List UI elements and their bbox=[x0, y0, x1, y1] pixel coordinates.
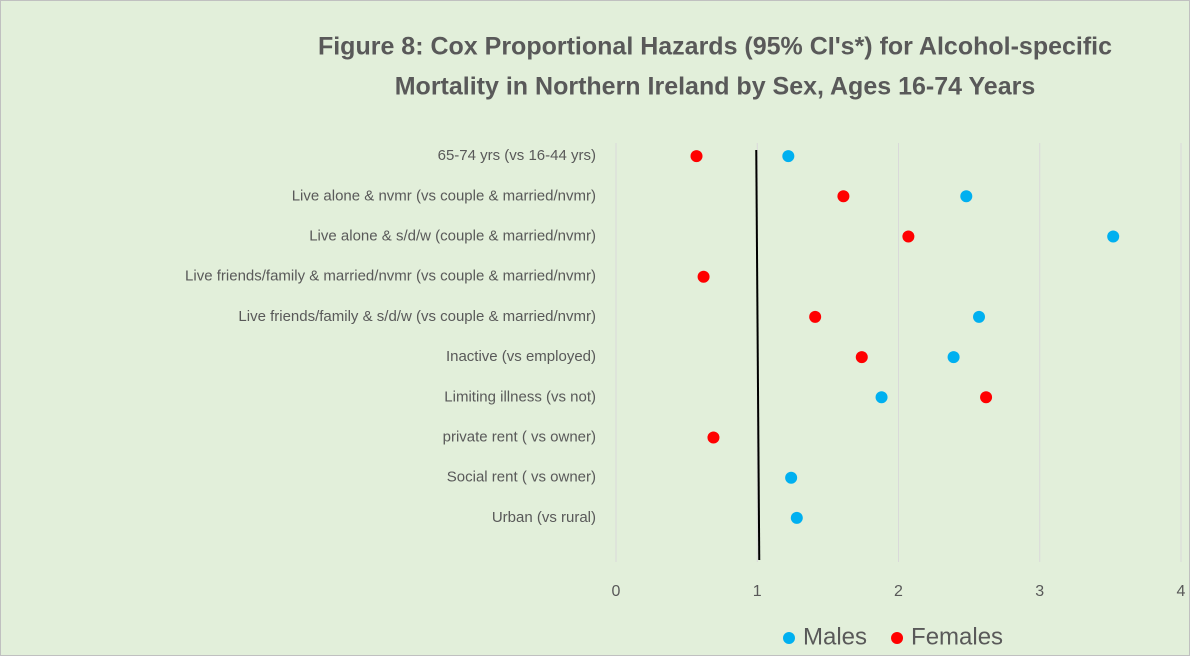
y-tick-label: Inactive (vs employed) bbox=[446, 348, 596, 365]
y-tick-label: Limiting illness (vs not) bbox=[444, 388, 596, 405]
dot bbox=[790, 511, 803, 524]
dot bbox=[707, 431, 720, 444]
dot bbox=[855, 351, 868, 364]
y-tick-label: Social rent ( vs owner) bbox=[447, 469, 596, 486]
y-tick-label: Live alone & s/d/w (couple & married/nvm… bbox=[309, 227, 596, 244]
legend-marker bbox=[891, 632, 904, 644]
dot bbox=[809, 310, 822, 323]
x-tick-label: 2 bbox=[894, 583, 903, 600]
reference-line bbox=[755, 149, 761, 561]
dot bbox=[697, 270, 710, 283]
dot bbox=[875, 391, 888, 404]
y-tick-label: Live friends/family & s/d/w (vs couple &… bbox=[238, 308, 596, 325]
legend-label: Males bbox=[803, 623, 867, 650]
y-tick-label: Live friends/family & married/nvmr (vs c… bbox=[185, 268, 596, 285]
dot bbox=[690, 150, 703, 163]
dot bbox=[947, 351, 960, 364]
y-tick-label: Live alone & nvmr (vs couple & married/n… bbox=[292, 187, 596, 204]
x-tick-label: 1 bbox=[753, 583, 762, 600]
dot bbox=[973, 310, 986, 323]
dot bbox=[980, 391, 993, 404]
dot bbox=[1107, 230, 1120, 243]
dot bbox=[782, 150, 795, 163]
legend-label: Females bbox=[911, 623, 1003, 650]
dot bbox=[902, 230, 915, 243]
y-tick-label: private rent ( vs owner) bbox=[443, 428, 596, 445]
x-tick-label: 3 bbox=[1035, 583, 1044, 600]
dot bbox=[960, 190, 973, 203]
y-tick-label: 65-74 yrs (vs 16-44 yrs) bbox=[438, 147, 596, 164]
chart-title: Mortality in Northern Ireland by Sex, Ag… bbox=[395, 73, 1036, 101]
dot bbox=[837, 190, 850, 203]
x-tick-label: 4 bbox=[1177, 583, 1186, 600]
legend-marker bbox=[783, 632, 795, 644]
dot bbox=[785, 471, 798, 484]
y-tick-label: Urban (vs rural) bbox=[492, 509, 596, 526]
x-tick-label: 0 bbox=[612, 583, 621, 600]
chart-title: Figure 8: Cox Proportional Hazards (95% … bbox=[318, 33, 1112, 61]
